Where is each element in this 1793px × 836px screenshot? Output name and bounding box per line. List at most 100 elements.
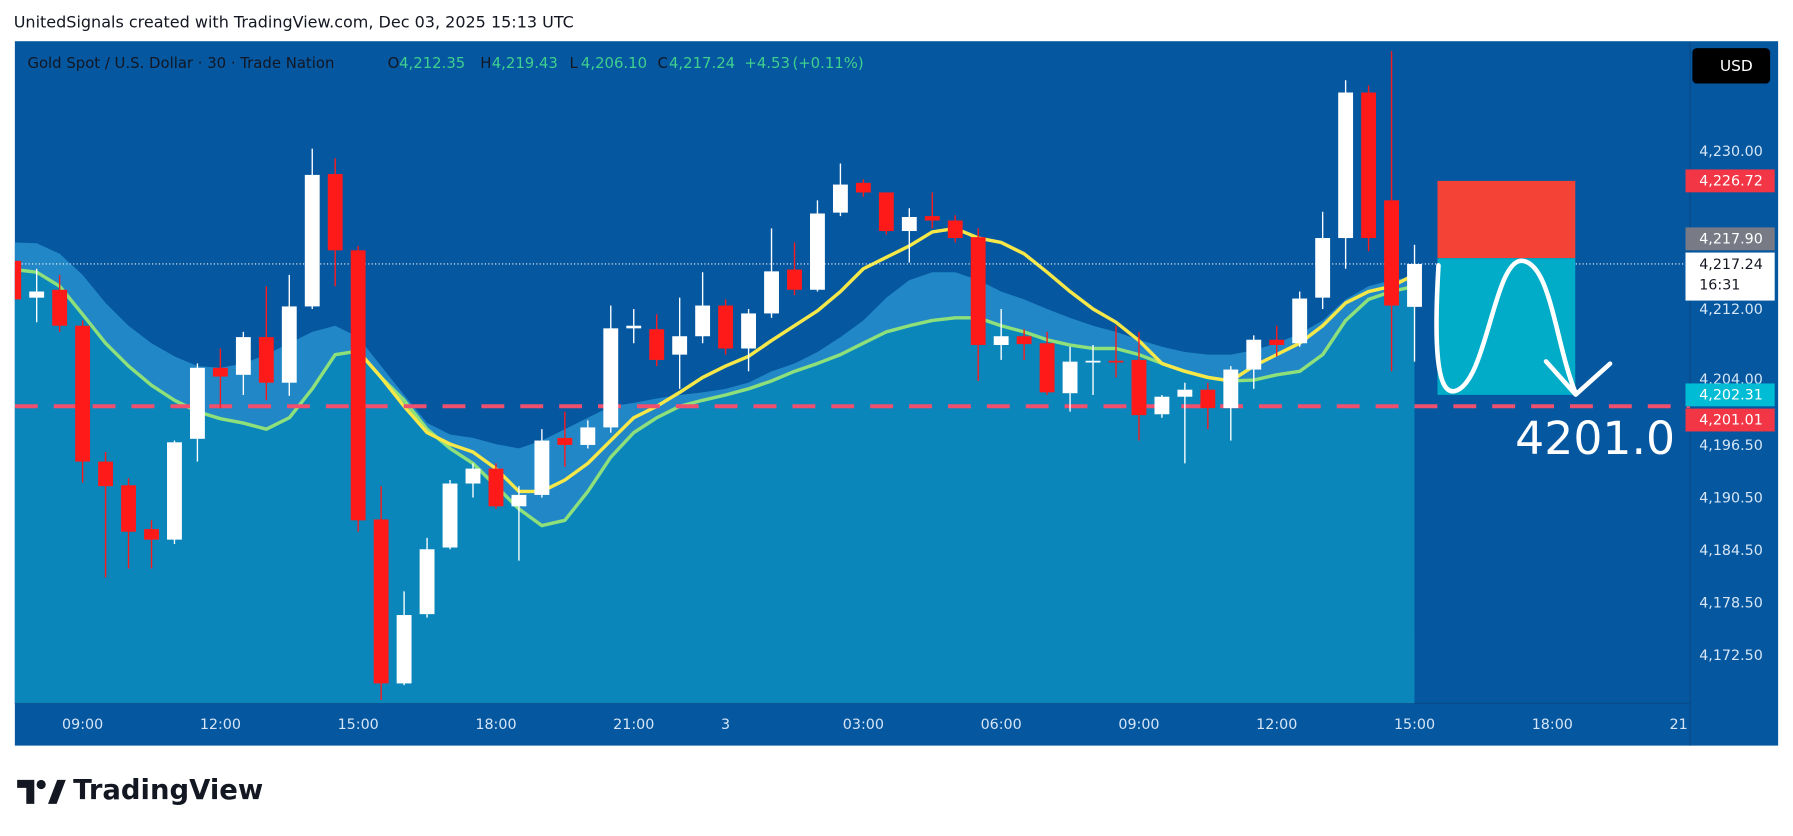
y-tick-label: 4,172.50: [1699, 648, 1763, 664]
x-tick-label: 21: [1670, 717, 1688, 733]
candle-body: [672, 336, 688, 355]
ohlc-value: 4,206.10: [581, 54, 647, 72]
price-label-box: [1685, 227, 1775, 251]
moving-average-line: [356, 226, 1416, 494]
candle-body: [901, 216, 917, 232]
ohlc-key: C: [658, 54, 668, 72]
current-price-box: [1685, 252, 1775, 301]
candle-body: [580, 427, 596, 445]
chart-title: Gold Spot / U.S. Dollar · 30 · Trade Nat…: [27, 54, 334, 72]
price-label: 4,226.72: [1699, 173, 1763, 189]
ohlc-key: H: [480, 54, 491, 72]
y-tick-label: 4,178.50: [1699, 596, 1763, 612]
y-tick-label: 4,190.50: [1699, 490, 1763, 506]
candle-body: [373, 519, 389, 684]
candle-body: [258, 337, 274, 383]
change-percent: (+0.11%): [792, 54, 863, 72]
logo-icon: [17, 779, 35, 804]
price-label-box: [1685, 408, 1775, 432]
header-text: UnitedSignals created with TradingView.c…: [14, 12, 574, 31]
ohlc-value: 4,212.35: [399, 54, 465, 72]
candle-body: [1039, 343, 1055, 393]
annotation-text: 4201.0: [1515, 412, 1675, 465]
candle-body: [649, 329, 665, 360]
price-label-box: [1685, 169, 1775, 193]
candle-body: [235, 337, 251, 375]
candle-body: [1177, 389, 1193, 397]
x-tick-label: 03:00: [843, 717, 884, 733]
x-tick-label: 09:00: [1118, 717, 1159, 733]
x-tick-label: 3: [721, 717, 730, 733]
candle-body: [1292, 298, 1308, 344]
candle-body: [511, 494, 527, 507]
candle-body: [970, 237, 986, 345]
target-zone: [1437, 258, 1576, 395]
plot: [14, 51, 1691, 704]
candle-body: [29, 291, 45, 298]
candle-body: [75, 325, 91, 462]
candle-body: [465, 468, 481, 484]
price-label: 4,217.90: [1699, 231, 1763, 247]
candle-body: [1223, 369, 1239, 409]
currency-button[interactable]: [1692, 48, 1771, 84]
currency-text: USD: [1720, 57, 1753, 75]
logo-icon: [48, 779, 66, 804]
x-tick-label: 18:00: [475, 717, 516, 733]
ohlc-value: 4,219.43: [492, 54, 558, 72]
x-tick-label: 15:00: [1394, 717, 1435, 733]
candle-body: [350, 250, 366, 521]
stop-zone: [1437, 180, 1576, 259]
logo-icon: [36, 779, 46, 790]
candle-body: [1246, 339, 1262, 370]
y-tick-label: 4,196.50: [1699, 438, 1763, 454]
candle-body: [1108, 360, 1124, 363]
candle-body: [993, 336, 1009, 345]
candle-body: [1269, 339, 1285, 345]
candle-body: [144, 529, 159, 540]
brand-text: TradingView: [73, 775, 263, 806]
x-tick-label: 06:00: [981, 717, 1022, 733]
ohlc-key: O: [388, 54, 400, 72]
candle-body: [189, 367, 205, 439]
candle-body: [1200, 389, 1216, 409]
candle-body: [442, 483, 458, 548]
candle-body: [764, 271, 779, 314]
candle-body: [212, 367, 228, 377]
price-label: 4,201.01: [1699, 413, 1763, 429]
ohlc-key: L: [569, 54, 578, 72]
x-tick-label: 09:00: [62, 717, 103, 733]
y-tick-label: 4,212.00: [1699, 302, 1763, 318]
logo: TradingView: [17, 775, 263, 806]
current-price-label: 4,217.24: [1699, 257, 1763, 273]
y-tick-label: 4,184.50: [1699, 543, 1763, 559]
candle-body: [810, 213, 825, 290]
x-tick-label: 18:00: [1532, 717, 1573, 733]
x-tick-label: 12:00: [1256, 717, 1297, 733]
candle-body: [304, 174, 320, 307]
candle-body: [281, 306, 297, 383]
x-tick-label: 21:00: [613, 717, 654, 733]
candle-body: [626, 325, 642, 329]
candle-body: [1062, 361, 1078, 394]
candle-body: [924, 216, 940, 221]
candle-body: [832, 184, 848, 213]
candle-body: [947, 220, 963, 239]
candle-body: [1315, 238, 1331, 298]
candle-body: [1407, 263, 1422, 307]
candle-body: [488, 468, 504, 507]
x-tick-label: 15:00: [338, 717, 379, 733]
candle-body: [419, 549, 435, 615]
countdown: 16:31: [1699, 278, 1740, 294]
candle-body: [695, 305, 711, 337]
candle-body: [787, 269, 802, 290]
y-tick-label: 4,230.00: [1699, 144, 1763, 160]
drawing-arrowhead: [1543, 359, 1613, 397]
candle-body: [741, 313, 756, 349]
candle-body: [1016, 336, 1032, 345]
price-label-box: [1685, 383, 1775, 407]
candle-body: [557, 437, 573, 445]
candle-body: [878, 192, 894, 232]
candle-body: [121, 485, 136, 532]
